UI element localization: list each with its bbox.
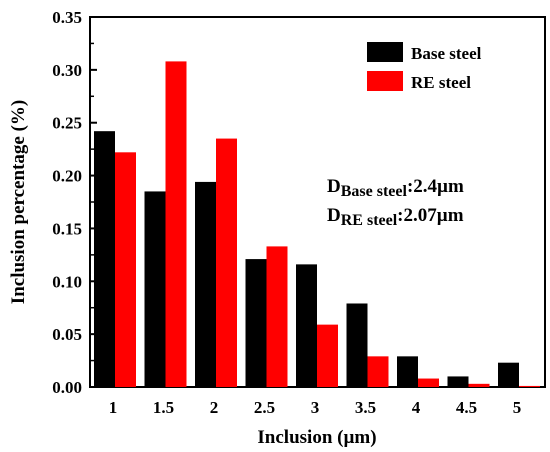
bar-base-steel-1-5	[144, 191, 166, 387]
bar-base-steel-4	[397, 356, 418, 387]
annotation-d-re-steel: DRE steel:2.07µm	[327, 205, 464, 229]
legend-label-re-steel: RE steel	[411, 73, 471, 92]
legend-label-base-steel: Base steel	[411, 44, 482, 63]
bar-re-steel-2	[216, 138, 237, 387]
bar-base-steel-1	[94, 131, 115, 387]
bar-re-steel-5	[519, 385, 540, 387]
x-tick-label-4-5: 4.5	[456, 398, 477, 417]
bar-base-steel-5	[498, 362, 519, 387]
y-tick-label-0: 0.00	[52, 378, 82, 397]
y-tick-label-1: 0.05	[52, 325, 82, 344]
bar-base-steel-4-5	[447, 376, 469, 387]
x-tick-label-2-5: 2.5	[254, 398, 275, 417]
y-tick-label-3: 0.15	[52, 219, 82, 238]
bar-re-steel-4	[418, 378, 439, 387]
bar-base-steel-2	[195, 181, 216, 387]
bar-base-steel-3-5	[346, 303, 368, 387]
annotation-d-re-steel-main: D	[327, 205, 341, 226]
y-tick-label-2: 0.10	[52, 272, 82, 291]
x-tick-label-1-5: 1.5	[153, 398, 174, 417]
annotation-d-base-steel-main: D	[327, 176, 341, 197]
x-tick-label-1: 1	[109, 398, 118, 417]
x-tick-label-3: 3	[311, 398, 320, 417]
x-axis-title: Inclusion (µm)	[257, 427, 376, 448]
bar-base-steel-3	[296, 264, 317, 387]
bar-re-steel-1	[115, 152, 136, 387]
annotation-d-re-steel-value: :2.07µm	[397, 205, 464, 226]
x-tick-label-3-5: 3.5	[355, 398, 376, 417]
x-tick-label-2: 2	[210, 398, 219, 417]
x-tick-label-5: 5	[513, 398, 522, 417]
annotation-d-base-steel-sub: Base steel	[341, 183, 408, 200]
annotation-d-re-steel-sub: RE steel	[341, 212, 398, 229]
bars-group	[94, 61, 540, 388]
bar-re-steel-1-5	[165, 61, 187, 388]
bar-re-steel-3	[317, 324, 338, 387]
legend-swatch-re-steel	[367, 71, 403, 91]
legend: Base steel RE steel	[367, 42, 482, 92]
annotation-d-base-steel-value: :2.4µm	[407, 176, 464, 197]
legend-swatch-base-steel	[367, 42, 403, 62]
y-tick-label-5: 0.25	[52, 114, 82, 133]
y-tick-label-7: 0.35	[52, 8, 82, 27]
annotation-d-base-steel: DBase steel:2.4µm	[327, 176, 464, 200]
y-tick-label-4: 0.20	[52, 167, 82, 186]
y-tick-label-6: 0.30	[52, 61, 82, 80]
x-tick-label-4: 4	[412, 398, 421, 417]
bar-base-steel-2-5	[245, 259, 267, 387]
y-axis-title: Inclusion percentage (%)	[8, 100, 29, 304]
bar-re-steel-4-5	[468, 383, 490, 387]
bar-re-steel-3-5	[367, 356, 389, 387]
bar-re-steel-2-5	[266, 246, 288, 387]
axes-group: 0.00 0.05 0.10 0.15 0.20 0.25 0.30 0.35 1 1.5 2 2.5…	[52, 8, 521, 417]
